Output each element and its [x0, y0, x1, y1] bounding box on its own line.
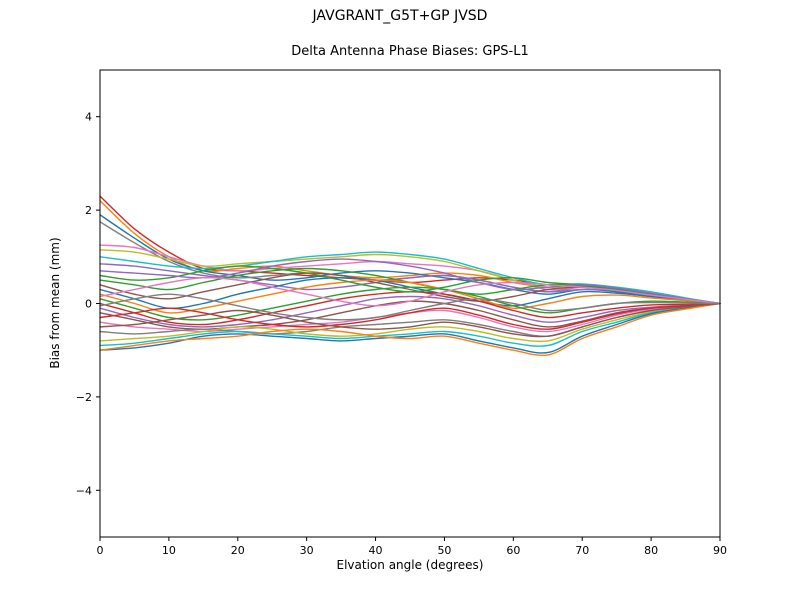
- plot-line-line-12: [99, 279, 721, 314]
- plot-line-line-19: [99, 302, 721, 343]
- figure-title: JAVGRANT_G5T+GP JVSD: [312, 8, 488, 24]
- x-axis-label: Elvation angle (degrees): [336, 558, 484, 572]
- y-tick-label: −2: [76, 391, 92, 404]
- x-tick-label: 10: [162, 544, 176, 557]
- plot-line-line-26: [99, 302, 721, 338]
- axes-title: Delta Antenna Phase Biases: GPS-L1: [291, 44, 529, 59]
- x-tick-label: 30: [300, 544, 314, 557]
- plot-line-line-20: [99, 302, 721, 347]
- y-tick-label: 4: [85, 111, 92, 124]
- x-tick-label: 80: [644, 544, 658, 557]
- plot-line-line-24: [99, 302, 721, 330]
- plot-line-line-28: [99, 293, 721, 321]
- x-tick-label: 0: [97, 544, 104, 557]
- x-tick-label: 20: [231, 544, 245, 557]
- y-tick-label: −4: [76, 484, 92, 497]
- plot-line-line-21: [99, 302, 721, 354]
- plot-line-line-07: [99, 251, 721, 305]
- x-tick-label: 60: [506, 544, 520, 557]
- y-axis-label: Bias from mean (mm): [48, 237, 62, 369]
- plot-line-line-22: [99, 302, 721, 357]
- plot-line-line-15: [99, 295, 721, 328]
- y-tick-label: 2: [85, 204, 92, 217]
- plot-line-line-27: [99, 277, 721, 307]
- x-tick-label: 50: [437, 544, 451, 557]
- x-tick-label: 40: [369, 544, 383, 557]
- x-tick-label: 90: [713, 544, 727, 557]
- y-tick-label: 0: [85, 298, 92, 311]
- x-tick-label: 70: [575, 544, 589, 557]
